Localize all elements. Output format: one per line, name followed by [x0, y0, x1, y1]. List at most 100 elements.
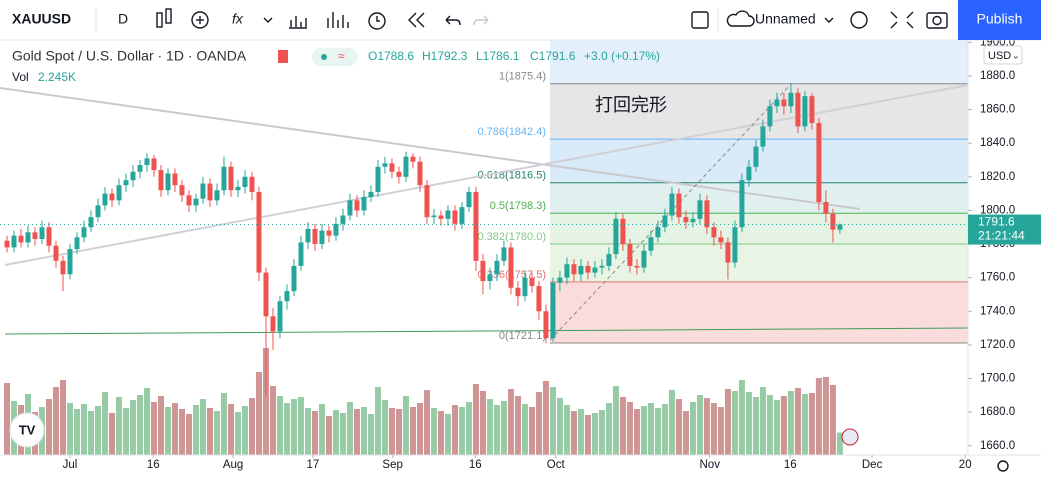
fib-label: 0.382(1780.0) [478, 231, 547, 243]
volume-bar [626, 402, 633, 455]
alert-icon[interactable] [368, 12, 386, 30]
fib-band [550, 281, 968, 344]
legend-title: Gold Spot / U.S. Dollar · 1D · OANDA [12, 48, 247, 64]
flag-icon[interactable] [841, 428, 859, 446]
fib-band [550, 139, 968, 183]
candle-body [312, 228, 318, 245]
candle-body [298, 242, 304, 266]
volume-bar [493, 405, 500, 455]
candle-body [781, 99, 787, 107]
volume-bar [542, 381, 549, 455]
volume-bar [150, 402, 157, 455]
candle-body [403, 156, 409, 177]
volume-bar [731, 391, 738, 455]
price-label-box [968, 214, 1041, 245]
candle-body [319, 230, 325, 245]
chart-type-icon[interactable] [156, 8, 172, 28]
volume-bar [444, 414, 451, 455]
candle-body [550, 282, 556, 339]
volume-bar [647, 403, 654, 455]
candle-body [480, 260, 486, 282]
currency-button[interactable] [983, 45, 1023, 65]
y-tick-label: 1800.0 [980, 204, 1015, 216]
y-tick-label: 1740.0 [980, 305, 1015, 317]
y-tick-label: 1660.0 [980, 440, 1015, 452]
fib-band [550, 244, 968, 282]
volume-name: Vol [12, 70, 29, 84]
y-tick-label: 1880.0 [980, 70, 1015, 82]
cloud-icon[interactable] [726, 10, 755, 27]
volume-bar [80, 404, 87, 455]
candle-body [11, 235, 17, 248]
volume-bar [213, 411, 220, 455]
candle-body [438, 215, 444, 219]
candle-body [60, 260, 66, 275]
settings-icon[interactable] [850, 11, 868, 29]
volume-bar [528, 407, 535, 455]
layout-icon[interactable] [691, 11, 709, 29]
candle-body [655, 227, 661, 238]
redo-icon[interactable] [473, 15, 489, 26]
candle-body [368, 191, 374, 197]
volume-bar [388, 408, 395, 455]
annotation[interactable]: 打回完形 [595, 95, 667, 115]
price-label: 1791.6 [978, 215, 1015, 229]
x-tick-label: 17 [306, 459, 319, 471]
volume-bar [101, 392, 108, 455]
status-badge[interactable] [312, 48, 358, 66]
volume-bar [514, 396, 521, 455]
toolbar [0, 0, 1041, 40]
candle-body [396, 171, 402, 177]
compare-icon[interactable] [327, 12, 349, 28]
candle-body [823, 202, 829, 214]
fullscreen-icon[interactable] [890, 11, 914, 29]
volume-bar [185, 414, 192, 455]
templates-icon[interactable] [289, 16, 307, 29]
volume-bar [143, 388, 150, 455]
currency[interactable]: USD [988, 50, 1011, 62]
volume-bar [654, 408, 661, 455]
candle-body [277, 301, 283, 332]
layout-name[interactable]: Unnamed [755, 11, 816, 27]
volume-bar [619, 397, 626, 455]
candle-body [123, 180, 129, 186]
indicators-icon[interactable]: fx [232, 11, 244, 27]
candle-body [249, 176, 255, 192]
volume-bar [206, 408, 213, 455]
logo-mark: TV [19, 422, 36, 437]
candle-body [669, 193, 675, 216]
volume-bar [724, 389, 731, 455]
volume-bar [661, 404, 668, 455]
volume-bar [339, 413, 346, 455]
candle-body [361, 196, 367, 211]
volume-bar [73, 409, 80, 455]
dropdown-caret[interactable] [824, 17, 834, 23]
candle-body [634, 265, 640, 268]
snapshot-icon[interactable] [926, 12, 948, 29]
symbol[interactable]: XAUUSD [12, 11, 71, 27]
publish-label[interactable]: Publish [977, 11, 1023, 27]
publish-button[interactable] [958, 0, 1041, 40]
volume-bar [486, 399, 493, 455]
settings-icon[interactable] [997, 460, 1009, 472]
candle-body [816, 123, 822, 203]
volume-bar [584, 415, 591, 455]
undo-icon[interactable] [445, 15, 461, 26]
candle-body [347, 200, 353, 216]
dropdown-caret[interactable] [263, 17, 273, 23]
candle-body [4, 240, 10, 248]
replay-icon[interactable] [408, 12, 425, 28]
volume-bar [87, 411, 94, 455]
logo[interactable] [9, 412, 45, 448]
y-tick-label: 1860.0 [980, 104, 1015, 116]
candle-body [207, 183, 213, 201]
candle-body [431, 215, 437, 218]
volume-bar [570, 411, 577, 455]
volume-bar [59, 380, 66, 455]
candle-body [88, 217, 94, 228]
legend-change: +3.0 (+0.17%) [584, 49, 660, 63]
candle-body [760, 126, 766, 147]
indicators-add-icon[interactable] [191, 11, 209, 29]
interval[interactable]: D [118, 11, 128, 27]
candle-body [732, 227, 738, 263]
